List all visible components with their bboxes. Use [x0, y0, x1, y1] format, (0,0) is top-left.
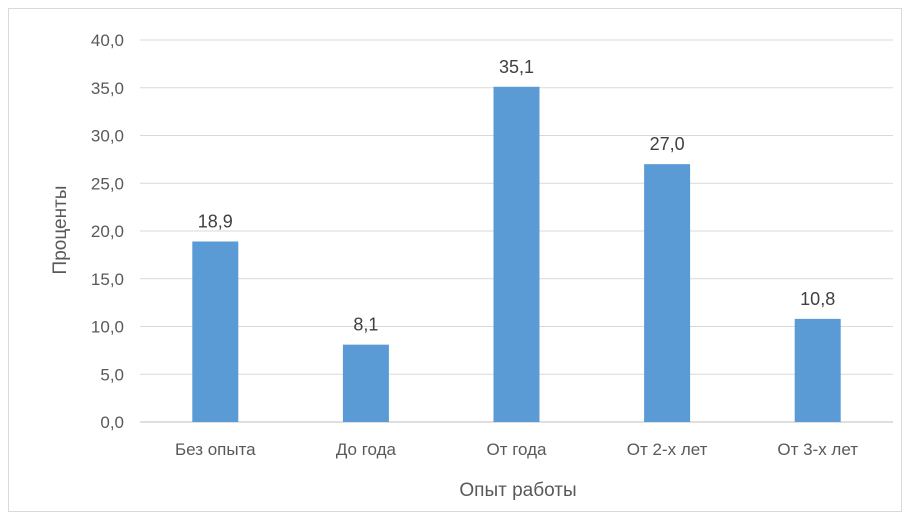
y-tick-label: 20,0 — [91, 222, 124, 241]
y-axis-ticks: 0,0 5,0 10,0 15,0 20,0 25,0 30,0 35,0 40,0 — [91, 31, 124, 432]
data-label: 8,1 — [353, 315, 378, 335]
chart-frame — [8, 8, 902, 512]
y-tick-label: 5,0 — [100, 365, 124, 384]
y-tick-label: 30,0 — [91, 127, 124, 146]
data-label: 10,8 — [800, 289, 835, 309]
data-label: 27,0 — [650, 134, 685, 154]
y-axis-title: Проценты — [50, 186, 71, 275]
x-category-label: От 2-х лет — [627, 440, 708, 459]
x-axis-categories: Без опыта До года От года От 2-х лет От 3-х … — [175, 440, 858, 459]
y-tick-label: 10,0 — [91, 318, 124, 337]
y-tick-label: 0,0 — [100, 413, 124, 432]
data-label: 35,1 — [499, 57, 534, 77]
x-axis-title: Опыт работы — [459, 480, 576, 501]
data-labels: 18,9 8,1 35,1 27,0 10,8 — [198, 57, 835, 335]
bar — [644, 164, 691, 422]
x-category-label: От 3-х лет — [777, 440, 858, 459]
y-tick-label: 35,0 — [91, 79, 124, 98]
bar — [342, 344, 389, 422]
x-category-label: От года — [486, 440, 547, 459]
data-label: 18,9 — [198, 212, 233, 232]
bars — [192, 86, 841, 423]
x-category-label: До года — [336, 440, 397, 459]
y-tick-label: 15,0 — [91, 270, 124, 289]
bar — [794, 318, 841, 422]
y-tick-label: 25,0 — [91, 174, 124, 193]
bar — [192, 241, 239, 422]
x-category-label: Без опыта — [175, 440, 256, 459]
bar — [493, 86, 540, 423]
y-tick-label: 40,0 — [91, 31, 124, 50]
